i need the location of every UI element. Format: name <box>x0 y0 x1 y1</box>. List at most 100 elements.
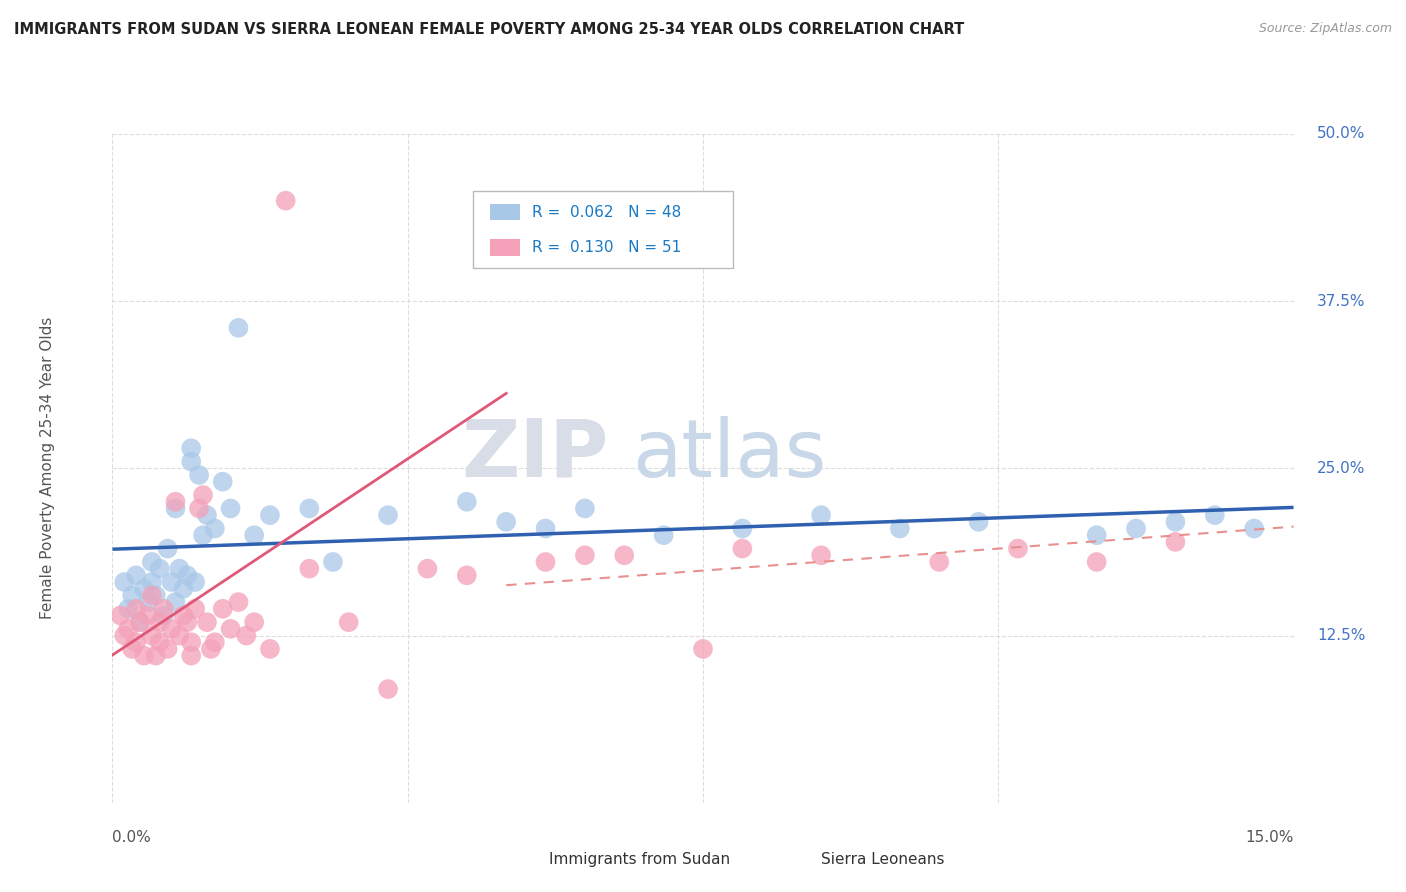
Point <box>121 642 143 657</box>
Text: R =  0.130   N = 51: R = 0.130 N = 51 <box>531 240 681 255</box>
Text: IMMIGRANTS FROM SUDAN VS SIERRA LEONEAN FEMALE POVERTY AMONG 25-34 YEAR OLDS COR: IMMIGRANTS FROM SUDAN VS SIERRA LEONEAN … <box>14 22 965 37</box>
Point <box>156 642 179 657</box>
Text: 15.0%: 15.0% <box>1246 830 1294 845</box>
Text: 25.0%: 25.0% <box>1317 461 1365 475</box>
Point <box>731 521 754 535</box>
Point <box>180 635 202 649</box>
Text: 12.5%: 12.5% <box>1317 628 1365 643</box>
Point <box>180 648 202 663</box>
Point <box>613 548 636 563</box>
Point <box>574 501 596 516</box>
Point <box>200 642 222 657</box>
Point <box>731 541 754 556</box>
Point <box>188 468 211 483</box>
Point <box>129 615 152 630</box>
Point <box>117 602 139 616</box>
Point <box>125 602 148 616</box>
Text: Sierra Leoneans: Sierra Leoneans <box>821 852 945 867</box>
Point <box>141 555 163 569</box>
Point <box>534 521 557 535</box>
Point <box>1007 541 1029 556</box>
Point <box>243 615 266 630</box>
Point <box>889 521 911 535</box>
Point <box>145 589 167 603</box>
Point <box>149 562 172 576</box>
Point <box>211 475 233 489</box>
Point <box>125 568 148 582</box>
Text: 50.0%: 50.0% <box>1317 127 1365 141</box>
Point <box>416 562 439 576</box>
Point <box>1125 521 1147 535</box>
Point <box>125 635 148 649</box>
Point <box>219 622 242 636</box>
Point <box>1164 515 1187 529</box>
Point <box>574 548 596 563</box>
Text: Immigrants from Sudan: Immigrants from Sudan <box>550 852 731 867</box>
Text: ZIP: ZIP <box>461 416 609 494</box>
Point <box>152 602 174 616</box>
Point <box>136 595 159 609</box>
Point <box>156 541 179 556</box>
Point <box>165 501 187 516</box>
Point <box>377 681 399 696</box>
Bar <box>491 239 520 256</box>
Point <box>141 628 163 642</box>
Point <box>165 595 187 609</box>
Point <box>141 575 163 590</box>
Point <box>160 622 183 636</box>
Point <box>810 508 832 523</box>
Point <box>243 528 266 542</box>
Text: 37.5%: 37.5% <box>1317 293 1365 309</box>
Point <box>204 521 226 535</box>
Point <box>176 568 198 582</box>
Point <box>141 589 163 603</box>
Bar <box>502 852 537 869</box>
Point <box>298 562 321 576</box>
Point <box>132 582 155 596</box>
Point <box>145 648 167 663</box>
Point <box>259 642 281 657</box>
Point <box>136 608 159 623</box>
Point <box>152 608 174 623</box>
Point <box>110 608 132 623</box>
Point <box>810 548 832 563</box>
Point <box>132 648 155 663</box>
Text: Source: ZipAtlas.com: Source: ZipAtlas.com <box>1258 22 1392 36</box>
Point <box>184 602 207 616</box>
Point <box>534 555 557 569</box>
Point <box>228 321 250 335</box>
Point <box>180 455 202 469</box>
Point <box>112 628 135 642</box>
Point <box>456 568 478 582</box>
Point <box>337 615 360 630</box>
Point <box>274 194 297 208</box>
Point <box>129 615 152 630</box>
Point <box>184 575 207 590</box>
Point <box>191 528 214 542</box>
Point <box>1085 555 1108 569</box>
Text: Female Poverty Among 25-34 Year Olds: Female Poverty Among 25-34 Year Olds <box>39 318 55 619</box>
Point <box>456 494 478 508</box>
Point <box>322 555 344 569</box>
Point <box>652 528 675 542</box>
Point <box>219 501 242 516</box>
Point <box>149 635 172 649</box>
Point <box>117 622 139 636</box>
Point <box>176 615 198 630</box>
Point <box>1164 535 1187 549</box>
Point <box>495 515 517 529</box>
Point <box>235 628 257 642</box>
Point <box>204 635 226 649</box>
FancyBboxPatch shape <box>472 191 733 268</box>
Bar <box>491 203 520 220</box>
Point <box>195 615 218 630</box>
Point <box>112 575 135 590</box>
Text: R =  0.062   N = 48: R = 0.062 N = 48 <box>531 204 681 219</box>
Point <box>1243 521 1265 535</box>
Point <box>928 555 950 569</box>
Point <box>692 642 714 657</box>
Point <box>149 615 172 630</box>
Point <box>172 608 194 623</box>
Point <box>160 575 183 590</box>
Point <box>195 508 218 523</box>
